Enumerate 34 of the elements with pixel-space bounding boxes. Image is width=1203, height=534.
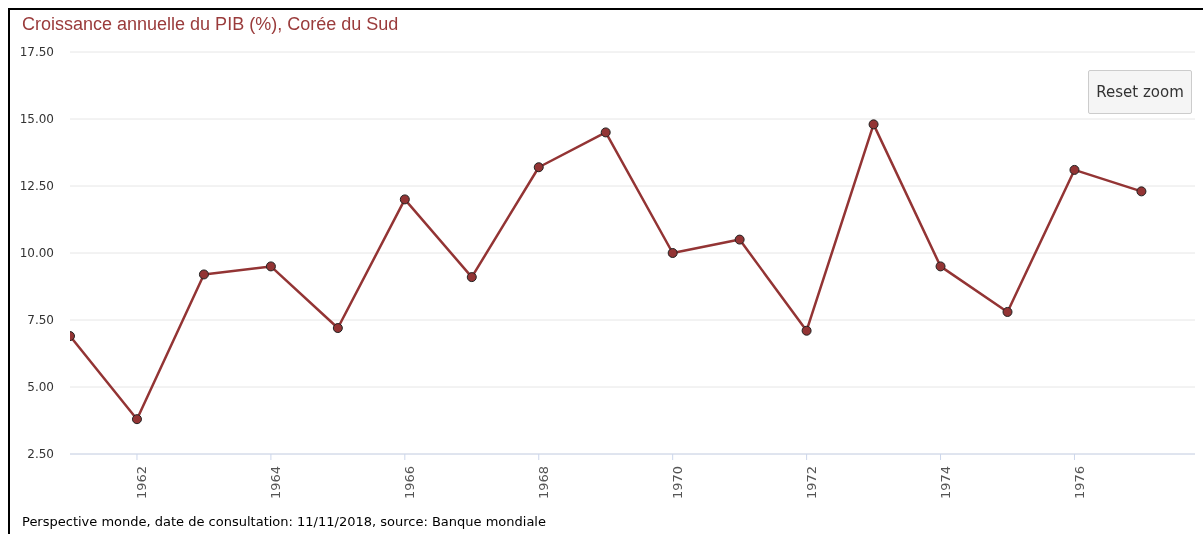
point	[466, 272, 477, 283]
y-tick-label: 15.00	[19, 112, 54, 127]
x-tick-label: 1962	[134, 466, 150, 500]
point	[198, 269, 209, 280]
point	[734, 234, 745, 245]
x-tick-label: 1964	[268, 466, 284, 500]
point	[801, 325, 812, 336]
point	[868, 119, 879, 130]
point	[667, 248, 678, 258]
point	[935, 261, 946, 272]
x-tick-label: 1968	[535, 466, 551, 500]
x-tick-label: 1972	[803, 466, 819, 500]
point	[600, 127, 611, 138]
reset-zoom-button: Reset zoom	[1088, 70, 1192, 114]
y-tick-label: 5.00	[27, 380, 54, 395]
x-tick-label: 1976	[1071, 466, 1087, 500]
point	[1002, 306, 1013, 317]
point	[1069, 164, 1080, 175]
x-tick-label: 1974	[937, 466, 953, 500]
x-tick-label: 1970	[669, 466, 685, 500]
point	[265, 261, 276, 272]
point	[1136, 186, 1147, 197]
chart-title: Croissance annuelle du PIB (%), Corée du Sud	[22, 14, 399, 35]
x-tick-label: 1966	[402, 466, 418, 500]
text: Perspective monde, date de consultation: 11/11/2018, source: Banque mondiale	[22, 514, 546, 529]
point	[332, 323, 343, 334]
point	[131, 414, 142, 425]
y-tick-label: 12.50	[19, 179, 54, 194]
y-tick-label: 10.00	[19, 246, 54, 261]
y-tick-label: 7.50	[27, 313, 54, 328]
point	[399, 194, 410, 205]
y-tick-label: 17.50	[19, 45, 54, 60]
point	[533, 162, 544, 173]
y-tick-label: 2.50	[27, 447, 54, 462]
